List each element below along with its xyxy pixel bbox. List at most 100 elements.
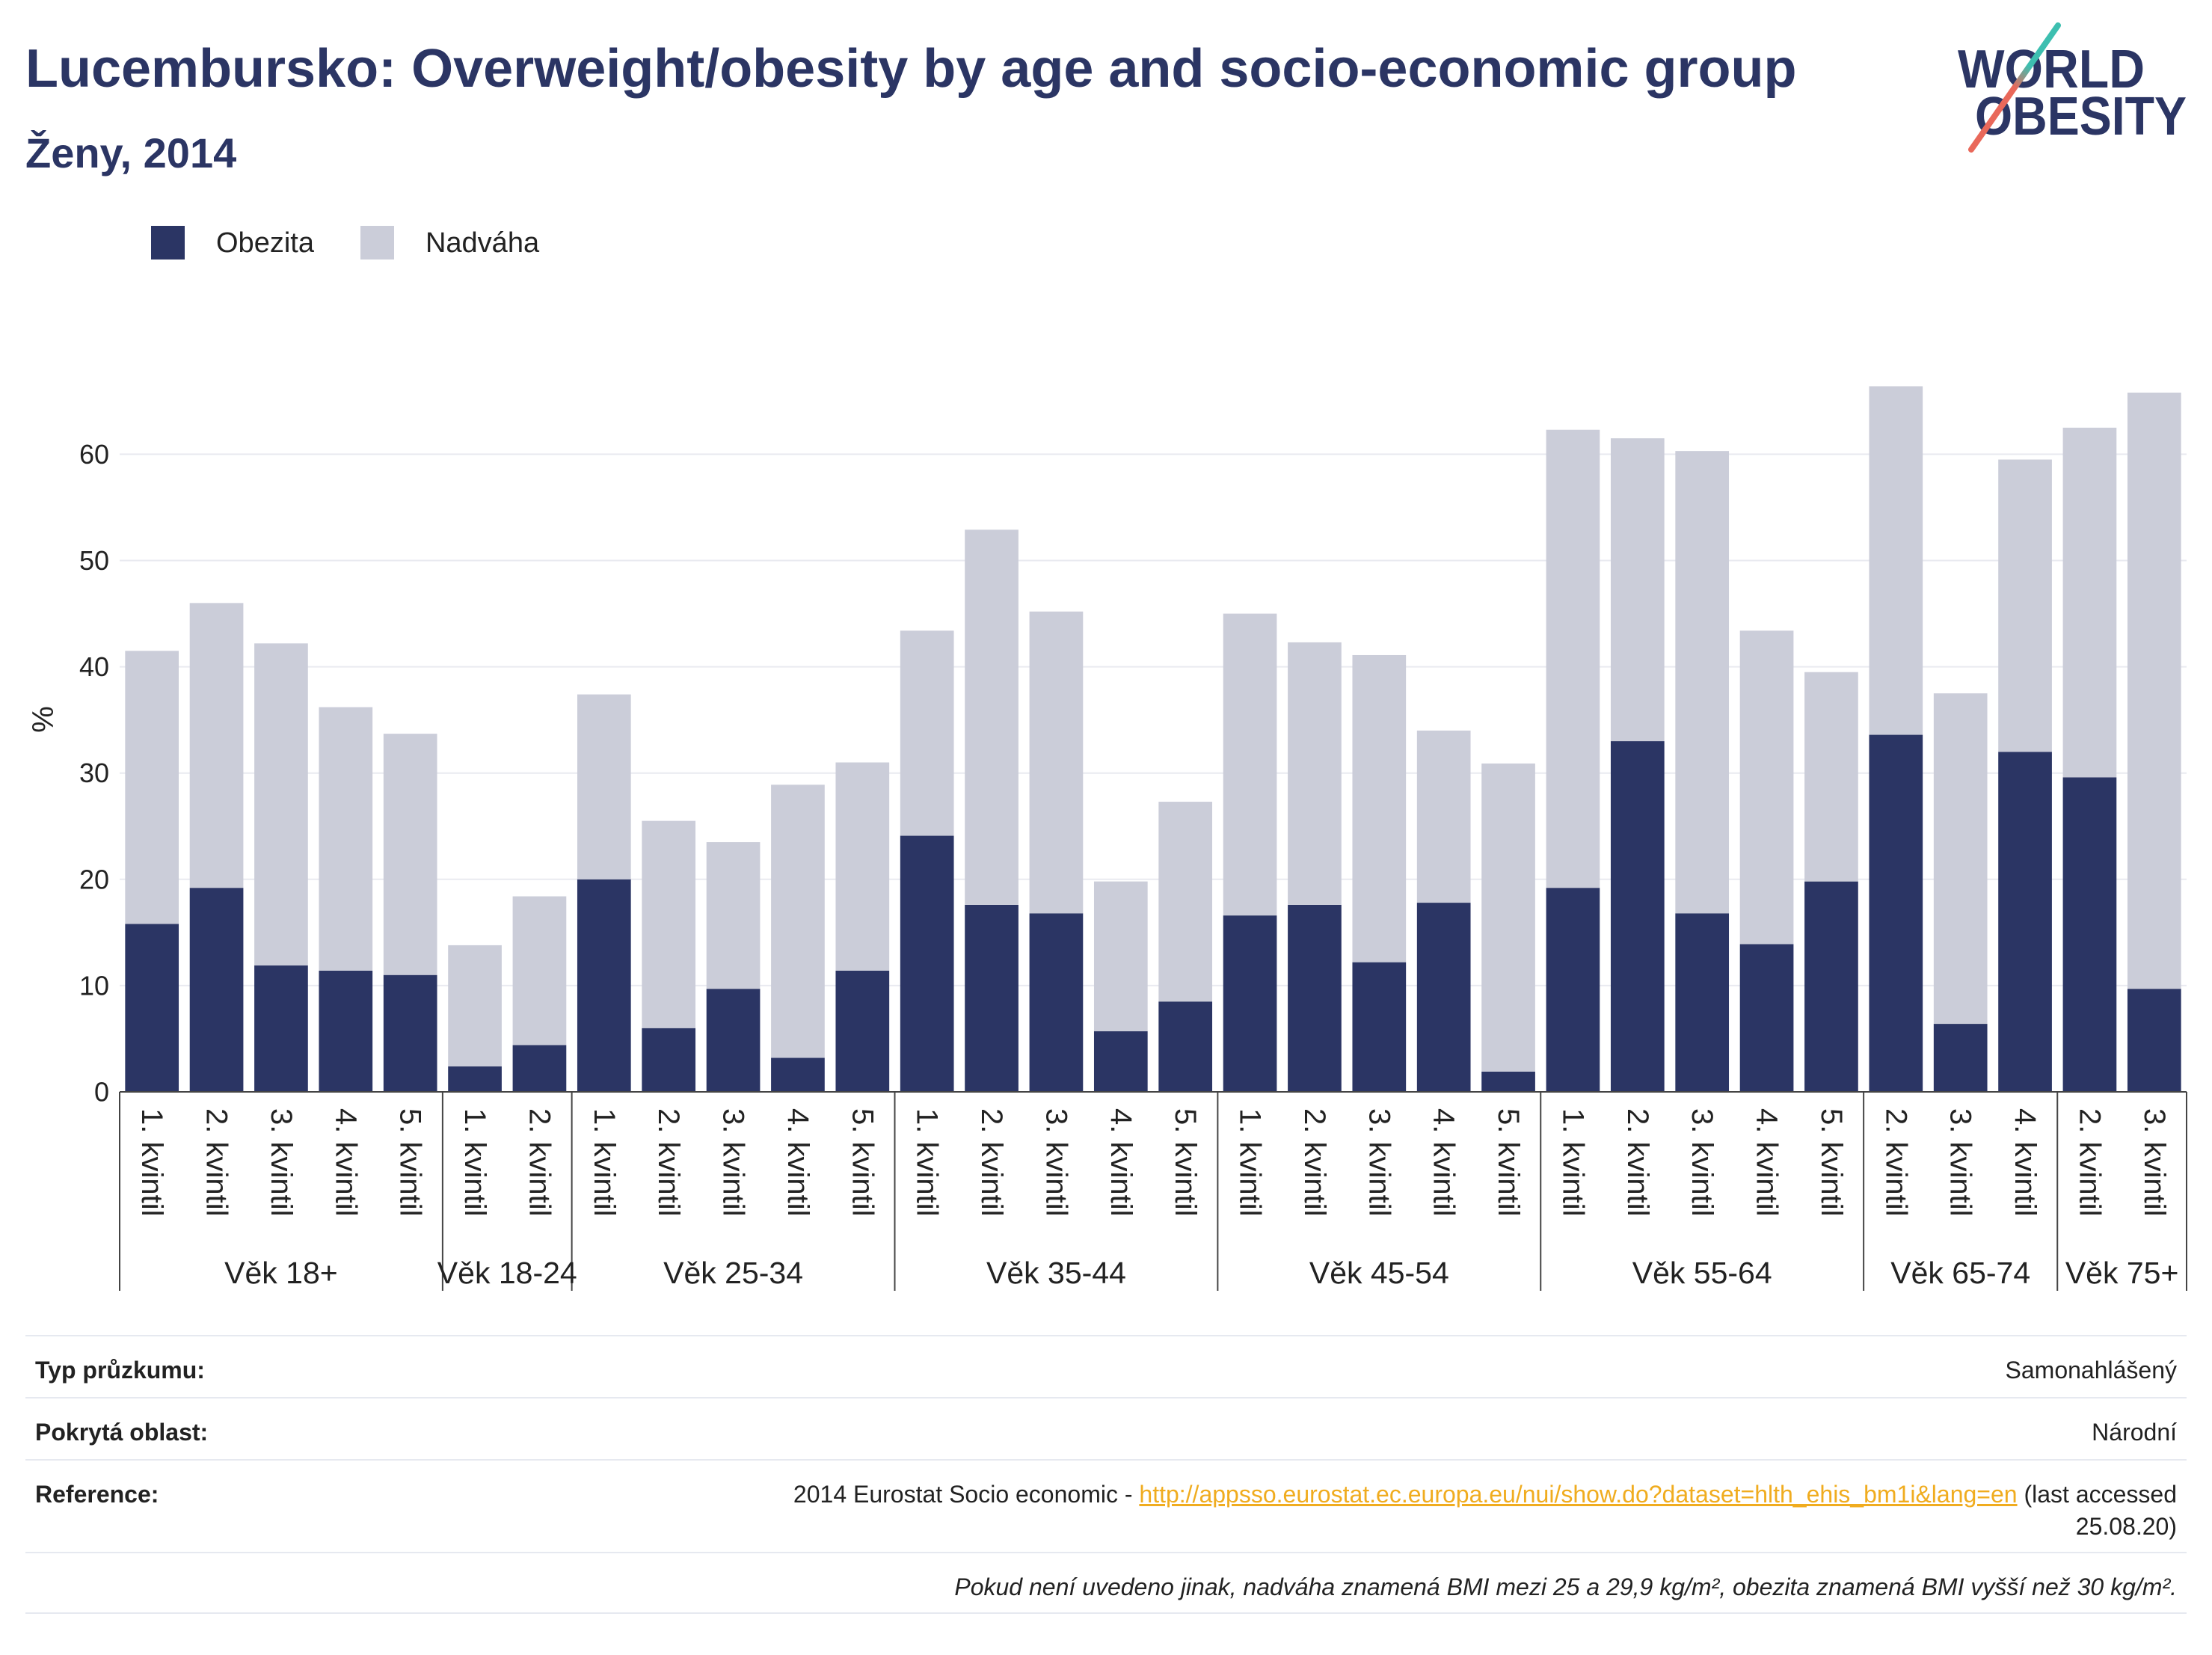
x-tick-label: 4. kvintil <box>1751 1108 1784 1217</box>
bar-obezita-27 <box>1804 881 1858 1092</box>
bar-obezita-2 <box>189 888 244 1092</box>
bar-obezita-21 <box>1416 903 1471 1092</box>
bar-nadvaha-32 <box>2127 392 2181 989</box>
x-tick-label: 3. kvintil <box>1686 1108 1718 1217</box>
definition-note: Pokud není uvedeno jinak, nadváha znamen… <box>954 1573 2177 1600</box>
legend-item-obezita: Obezita <box>151 226 314 260</box>
x-tick-label: 4. kvintil <box>781 1108 814 1217</box>
bar-obezita-24 <box>1610 741 1665 1092</box>
chart: 0 10 20 30 40 50 60 1. kvintil 2. kvintil 3. kvin… <box>27 386 2187 1291</box>
bar-nadvaha-22 <box>1481 763 1535 1072</box>
y-tick-label: 20 <box>79 864 109 894</box>
legend-swatch-obezita <box>151 226 185 260</box>
bar-obezita-30 <box>1998 752 2052 1092</box>
bar-obezita-13 <box>900 835 954 1092</box>
y-tick-label: 50 <box>79 545 109 576</box>
bar-obezita-11 <box>771 1057 825 1092</box>
logo-slash <box>1968 22 2061 153</box>
bar-obezita-19 <box>1288 904 1342 1092</box>
reference-suffix: (last accessed 25.08.20) <box>2017 1481 2177 1540</box>
bar-nadvaha-25 <box>1675 451 1730 914</box>
bar-layer <box>125 386 2181 1092</box>
bar-obezita-16 <box>1093 1031 1148 1092</box>
legend-label-nadvaha: Nadváha <box>425 227 540 259</box>
x-tick-label: 2. kvintil <box>1298 1108 1331 1217</box>
reference-label: Reference: <box>35 1481 159 1508</box>
bar-nadvaha-31 <box>2062 427 2117 778</box>
x-tick-label: 2. kvintil <box>2073 1108 2106 1217</box>
logo-word-world: WORLD <box>1958 40 2145 99</box>
bar-nadvaha-5 <box>383 734 437 975</box>
coverage-label: Pokrytá oblast: <box>35 1419 209 1446</box>
x-tick-label: 1. kvintil <box>588 1108 621 1217</box>
bar-nadvaha-17 <box>1158 802 1213 1002</box>
x-tick-label: 1. kvintil <box>911 1108 944 1217</box>
chart-subtitle: Ženy, 2014 <box>25 129 237 176</box>
bar-obezita-12 <box>835 971 890 1092</box>
y-tick-label: 30 <box>79 758 109 788</box>
info-row-survey-type: Typ průzkumu: Samonahlášený <box>25 1335 2187 1397</box>
bar-nadvaha-6 <box>448 945 502 1066</box>
bar-nadvaha-14 <box>965 529 1019 905</box>
x-tick-label: 5. kvintil <box>1169 1108 1202 1217</box>
bar-obezita-3 <box>254 965 308 1092</box>
reference-prefix: 2014 Eurostat Socio economic - <box>793 1481 1140 1508</box>
survey-type-value: Samonahlášený <box>2005 1357 2177 1384</box>
y-tick-label: 40 <box>79 651 109 682</box>
bar-nadvaha-18 <box>1223 613 1277 916</box>
x-tick-label: 2. kvintil <box>1621 1108 1654 1217</box>
bar-nadvaha-8 <box>577 694 631 879</box>
reference-value: 2014 Eurostat Socio economic - http://ap… <box>741 1479 2177 1543</box>
x-tick-label: 4. kvintil <box>2009 1108 2042 1217</box>
x-tick-label: 2. kvintil <box>200 1108 233 1217</box>
bar-nadvaha-21 <box>1416 730 1471 903</box>
legend-item-nadvaha: Nadváha <box>360 226 539 260</box>
group-label: Věk 25-34 <box>663 1256 803 1290</box>
bar-nadvaha-10 <box>706 842 761 989</box>
x-tick-label: 2. kvintil <box>1879 1108 1912 1217</box>
x-tick-label: 4. kvintil <box>1105 1108 1137 1217</box>
bar-obezita-14 <box>965 904 1019 1092</box>
group-label: Věk 75+ <box>2065 1256 2179 1290</box>
y-tick-label: 0 <box>94 1077 109 1108</box>
bar-nadvaha-4 <box>319 707 373 971</box>
bar-nadvaha-23 <box>1546 429 1600 888</box>
x-tick-label: 1. kvintil <box>1234 1108 1267 1217</box>
x-tick-label: 1. kvintil <box>1556 1108 1589 1217</box>
legend-swatch-nadvaha <box>360 226 394 260</box>
bar-obezita-18 <box>1223 915 1277 1092</box>
bar-obezita-25 <box>1675 913 1730 1092</box>
x-tick-label: 3. kvintil <box>265 1108 298 1217</box>
reference-link[interactable]: http://appsso.eurostat.ec.europa.eu/nui/… <box>1139 1481 2018 1508</box>
bar-obezita-20 <box>1352 962 1407 1092</box>
info-table: Typ průzkumu: Samonahlášený Pokrytá obla… <box>25 1335 2187 1614</box>
bar-obezita-17 <box>1158 1001 1213 1092</box>
bar-nadvaha-12 <box>835 762 890 971</box>
x-tick-label: 2. kvintil <box>652 1108 685 1217</box>
x-tick-label: 3. kvintil <box>2138 1108 2171 1217</box>
x-tick-label: 5. kvintil <box>394 1108 427 1217</box>
bar-obezita-31 <box>2062 777 2117 1092</box>
chart-title: Lucembursko: Overweight/obesity by age a… <box>25 39 1797 99</box>
axis-layer: 0 10 20 30 40 50 60 1. kvintil 2. kvintil 3. kvin… <box>79 439 2187 1291</box>
bar-nadvaha-15 <box>1029 611 1084 914</box>
x-tick-label: 3. kvintil <box>1362 1108 1395 1217</box>
x-tick-label: 4. kvintil <box>329 1108 362 1217</box>
bar-obezita-28 <box>1869 734 1923 1092</box>
coverage-value: Národní <box>2092 1419 2177 1446</box>
bar-nadvaha-11 <box>771 784 825 1058</box>
x-tick-label: 4. kvintil <box>1428 1108 1460 1217</box>
bar-obezita-32 <box>2127 989 2181 1092</box>
bar-nadvaha-30 <box>1998 459 2052 752</box>
bar-nadvaha-3 <box>254 643 308 965</box>
group-label: Věk 35-44 <box>986 1256 1126 1290</box>
bar-obezita-1 <box>125 924 179 1092</box>
legend-label-obezita: Obezita <box>216 227 314 259</box>
bar-obezita-26 <box>1739 944 1794 1092</box>
x-tick-label: 2. kvintil <box>523 1108 556 1217</box>
bar-nadvaha-7 <box>512 896 567 1045</box>
x-tick-label: 2. kvintil <box>975 1108 1008 1217</box>
bar-nadvaha-27 <box>1804 672 1858 882</box>
survey-type-label: Typ průzkumu: <box>35 1357 205 1384</box>
bar-nadvaha-9 <box>642 820 696 1028</box>
